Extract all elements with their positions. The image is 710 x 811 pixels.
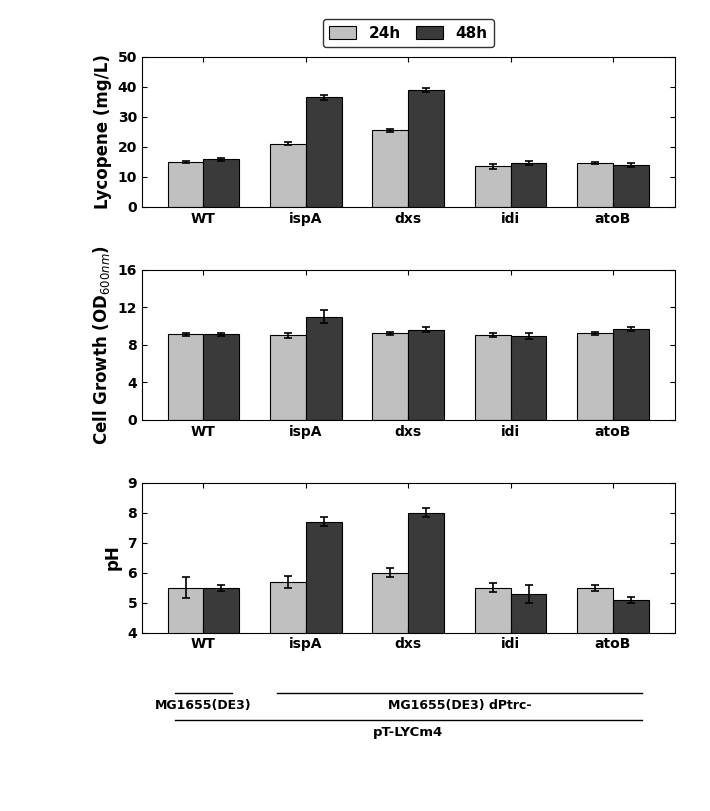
Bar: [408, 513, 444, 753]
Text: MG1655(DE3): MG1655(DE3): [155, 699, 252, 712]
Bar: [613, 599, 649, 753]
Bar: [168, 334, 204, 419]
Bar: [168, 161, 204, 207]
Bar: [510, 163, 547, 207]
Bar: [373, 131, 408, 207]
Bar: [475, 335, 510, 419]
Bar: [475, 588, 510, 753]
Bar: [306, 521, 342, 753]
Bar: [204, 159, 239, 207]
Y-axis label: Cell Growth (OD$_{600nm}$): Cell Growth (OD$_{600nm}$): [91, 245, 112, 444]
Bar: [408, 330, 444, 419]
Bar: [270, 144, 306, 207]
Bar: [204, 588, 239, 753]
Bar: [373, 573, 408, 753]
Bar: [613, 165, 649, 207]
Bar: [577, 163, 613, 207]
Legend: 24h, 48h: 24h, 48h: [322, 19, 494, 47]
Bar: [306, 316, 342, 419]
Bar: [408, 90, 444, 207]
Bar: [270, 335, 306, 419]
Bar: [270, 581, 306, 753]
Bar: [204, 334, 239, 419]
Bar: [306, 97, 342, 207]
Text: MG1655(DE3) dPtrc-: MG1655(DE3) dPtrc-: [388, 699, 531, 712]
Bar: [373, 333, 408, 419]
Bar: [613, 328, 649, 419]
Text: pT-LYCm4: pT-LYCm4: [373, 726, 443, 739]
Y-axis label: Lycopene (mg/L): Lycopene (mg/L): [94, 54, 112, 209]
Y-axis label: pH: pH: [104, 545, 122, 570]
Bar: [577, 588, 613, 753]
Bar: [510, 594, 547, 753]
Bar: [168, 588, 204, 753]
Bar: [577, 333, 613, 419]
Bar: [475, 166, 510, 207]
Bar: [510, 337, 547, 419]
